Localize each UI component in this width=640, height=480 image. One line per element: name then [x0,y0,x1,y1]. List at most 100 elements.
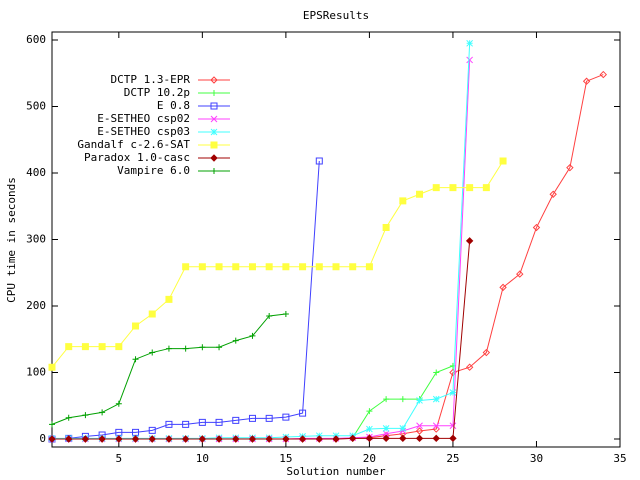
point [165,420,173,428]
point [199,344,206,351]
point [399,434,407,443]
y-tick-label: 0 [39,432,46,445]
point [232,416,240,424]
point [549,190,557,198]
point [148,435,156,443]
point [299,409,307,417]
point [532,223,541,232]
legend-label: E 0.8 [157,99,190,112]
point [211,168,217,174]
point [365,263,373,271]
point [115,343,123,351]
point [215,435,223,443]
x-tick-label: 20 [363,452,376,465]
point [383,396,390,403]
point [81,343,89,351]
legend-label: Gandalf c-2.6-SAT [77,138,190,151]
point [399,425,407,432]
point [248,435,257,443]
point [382,434,390,443]
chart-title: EPSResults [303,9,369,22]
series-line [52,240,471,440]
point [315,263,323,271]
point [165,435,173,443]
point [181,435,190,443]
point [482,184,490,192]
point [64,435,73,443]
point [131,435,140,443]
point [499,157,507,165]
point [99,409,106,416]
point [210,154,218,162]
point [65,414,72,421]
point [182,263,190,271]
point [349,263,357,271]
point [315,157,323,165]
point [566,163,574,172]
point [449,184,457,192]
series [48,237,474,443]
point [499,283,507,292]
point [210,141,218,149]
point [465,363,474,371]
x-tick-label: 35 [613,452,626,465]
point [465,237,474,245]
point [48,363,56,371]
point [132,322,140,330]
point [98,343,106,351]
series-line [52,43,471,439]
y-tick-label: 500 [26,99,46,112]
point [432,422,440,430]
point [416,397,423,404]
point [416,190,424,198]
point [210,76,218,84]
point [182,420,190,428]
point [232,263,240,271]
series [48,157,323,443]
x-tick-label: 15 [279,452,292,465]
x-tick-label: 5 [116,452,123,465]
series-line [51,160,504,368]
point [382,430,390,438]
point [332,435,340,443]
point [449,389,457,396]
y-tick-label: 400 [26,166,46,179]
point [266,312,273,319]
series [48,157,507,371]
point [449,422,457,430]
point [148,426,156,434]
point [182,345,189,352]
series [48,39,474,442]
point [299,263,307,271]
point [466,56,474,64]
point [132,356,139,363]
legend-label: E-SETHEO csp03 [97,125,190,138]
series [49,362,456,443]
point [282,435,290,443]
point [466,184,474,192]
y-tick-label: 300 [26,233,46,246]
point [365,434,374,443]
point [382,425,390,432]
point [98,435,106,443]
point [148,310,156,318]
point [298,435,307,443]
point [332,263,340,271]
series-line [51,160,320,440]
point [232,435,240,443]
x-tick-label: 10 [196,452,209,465]
point [599,70,608,79]
point [265,435,273,443]
y-axis-label: CPU time in seconds [5,177,18,303]
point [81,435,90,443]
point [49,421,55,428]
point [265,414,273,422]
point [265,263,273,271]
point [115,400,122,407]
point [432,395,440,403]
point [399,197,407,205]
point [115,435,123,443]
point [48,435,56,443]
series [49,310,289,428]
